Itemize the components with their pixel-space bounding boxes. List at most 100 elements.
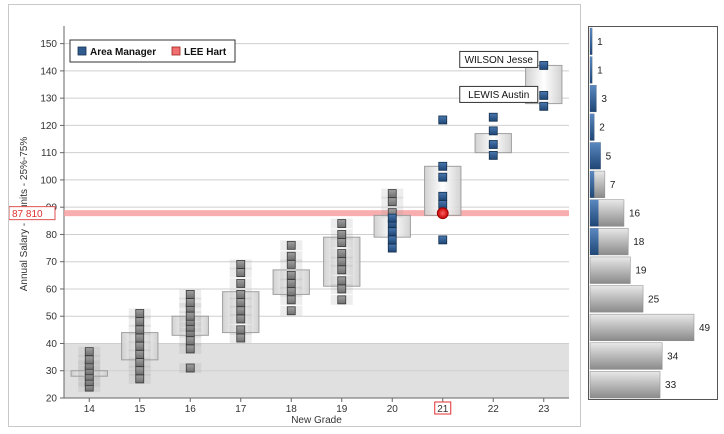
employee-point: [287, 260, 295, 268]
employee-point: [186, 337, 194, 345]
area-manager-point: [388, 236, 396, 244]
employee-point: [237, 269, 245, 277]
histogram-count-label: 3: [601, 94, 607, 105]
y-tick-label: 80: [46, 230, 58, 241]
x-tick-label: 20: [387, 404, 399, 415]
employee-point: [237, 260, 245, 268]
histogram-bar-area-manager: [590, 28, 592, 55]
histogram-count-label: 25: [648, 294, 660, 305]
x-tick-label: 19: [336, 404, 348, 415]
y-tick-label: 40: [46, 339, 58, 350]
reference-line-label: 87 810: [12, 209, 43, 220]
y-tick-label: 150: [40, 39, 57, 50]
employee-point: [338, 266, 346, 274]
histogram-bar-area-manager: [590, 85, 596, 112]
employee-point: [136, 342, 144, 350]
area-manager-point: [489, 113, 497, 121]
x-tick-label: 15: [134, 404, 146, 415]
employee-point: [338, 220, 346, 228]
histogram-count-label: 7: [610, 180, 616, 191]
y-tick-label: 110: [41, 148, 57, 159]
area-manager-point: [489, 127, 497, 135]
employee-point: [388, 190, 396, 198]
employee-point: [136, 326, 144, 334]
legend-label-1: LEE Hart: [184, 47, 227, 58]
x-tick-label: 21: [437, 404, 449, 415]
employee-point: [287, 296, 295, 304]
area-manager-point: [439, 192, 447, 200]
area-manager-point: [439, 162, 447, 170]
x-tick-label: 17: [235, 404, 247, 415]
employee-point: [287, 280, 295, 288]
employee-point: [186, 299, 194, 307]
employee-point: [136, 375, 144, 383]
histogram-bar: [590, 371, 660, 398]
employee-point: [237, 280, 245, 288]
employee-point: [287, 271, 295, 279]
employee-point: [186, 312, 194, 320]
y-tick-label: 120: [40, 121, 57, 132]
employee-point: [186, 364, 194, 372]
reference-line: [64, 210, 569, 216]
employee-point: [237, 307, 245, 315]
employee-point: [237, 290, 245, 298]
employee-point: [136, 359, 144, 367]
employee-point: [287, 241, 295, 249]
histogram-count-label: 1: [597, 37, 603, 48]
legend: Area Manager LEE Hart: [70, 40, 235, 62]
histogram-count-label: 49: [699, 323, 711, 334]
x-tick-label: 18: [286, 404, 298, 415]
main-chart-panel: 2030405060708090100110120130140150141516…: [8, 4, 581, 427]
area-manager-point: [540, 102, 548, 110]
histogram-count-label: 18: [633, 237, 645, 248]
histogram-count-label: 19: [635, 266, 647, 277]
histogram-bar-area-manager: [590, 114, 594, 141]
employee-point: [85, 356, 93, 364]
employee-point: [237, 299, 245, 307]
histogram-bar-area-manager: [590, 57, 592, 84]
employee-point: [186, 290, 194, 298]
histogram-bar-area-manager: [590, 228, 598, 255]
histogram-bar: [590, 286, 643, 313]
callout-label: LEWIS Austin: [468, 90, 529, 101]
x-tick-label: 16: [185, 404, 197, 415]
employee-point: [237, 334, 245, 342]
employee-point: [136, 334, 144, 342]
employee-point: [338, 250, 346, 258]
area-manager-point: [388, 244, 396, 252]
employee-point: [338, 277, 346, 285]
y-tick-label: 20: [46, 394, 58, 405]
y-tick-label: 30: [46, 366, 58, 377]
histogram-count-label: 34: [667, 352, 679, 363]
employee-point: [287, 252, 295, 260]
salary-grade-chart: 2030405060708090100110120130140150141516…: [9, 5, 580, 426]
histogram-count-label: 5: [606, 151, 612, 162]
area-manager-point: [489, 151, 497, 159]
area-manager-point: [540, 61, 548, 69]
employee-point: [287, 288, 295, 296]
employee-point: [388, 198, 396, 206]
histogram-bar: [590, 314, 694, 341]
histogram-bar-area-manager: [590, 200, 598, 227]
y-tick-label: 130: [40, 94, 57, 105]
employee-point: [287, 307, 295, 315]
x-tick-label: 22: [488, 404, 500, 415]
y-tick-label: 50: [46, 312, 58, 323]
histogram-count-label: 33: [665, 380, 677, 391]
area-manager-point: [388, 228, 396, 236]
y-tick-label: 70: [46, 257, 58, 268]
employee-point: [338, 258, 346, 266]
histogram-count-label: 1: [597, 65, 603, 76]
callout-label: WILSON Jesse: [465, 55, 534, 66]
area-manager-point: [439, 116, 447, 124]
employee-point: [136, 350, 144, 358]
histogram-count-label: 2: [599, 123, 605, 134]
employee-point: [338, 230, 346, 238]
employee-point: [338, 239, 346, 247]
area-manager-point: [540, 91, 548, 99]
employee-point: [237, 326, 245, 334]
employee-point: [136, 318, 144, 326]
area-manager-point: [439, 236, 447, 244]
